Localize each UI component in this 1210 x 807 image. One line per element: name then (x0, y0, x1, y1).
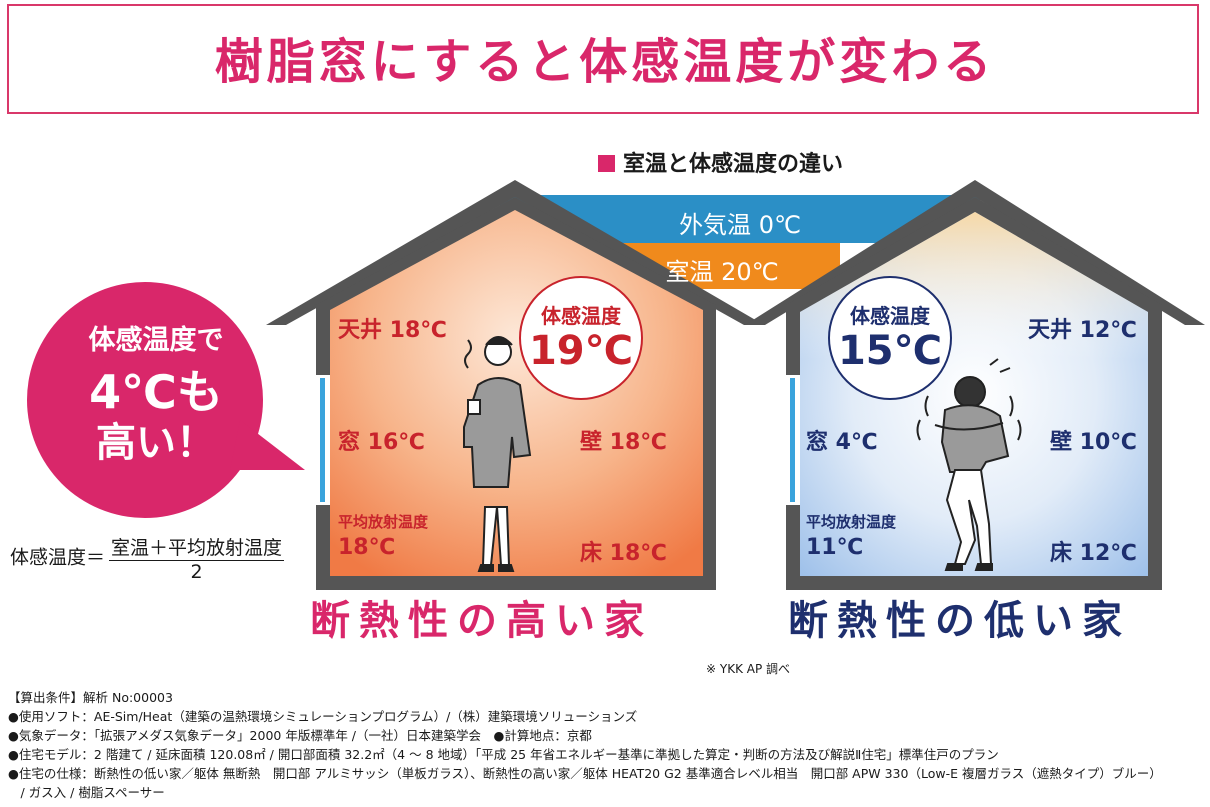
shivering-person-figure (916, 358, 1022, 571)
high-felt-temp-label: 体感温度 (541, 304, 621, 328)
subtitle-text: 室温と体感温度の違い (623, 152, 844, 177)
low-mrt-label: 平均放射温度 (806, 513, 897, 531)
low-insulation-house-label: 断熱性の低い家 (788, 598, 1131, 644)
formula-fraction: 室温＋平均放射温度 2 (109, 533, 285, 583)
note-line: ●住宅の仕様：断熱性の低い家／躯体 無断熱 開口部 アルミサッシ（単板ガラス）、… (8, 766, 1162, 781)
formula-numerator: 室温＋平均放射温度 (109, 533, 285, 561)
bubble-line3: 高い！ (96, 420, 216, 466)
source-note: ※ YKK AP 調べ (706, 662, 791, 676)
outside-temp-label: 外気温 0℃ (679, 211, 801, 239)
high-wall-temp: 壁 18℃ (580, 430, 667, 455)
high-house-window-glass (320, 378, 325, 502)
section-subtitle: 室温と体感温度の違い (598, 146, 843, 178)
high-window-temp: 窓 16℃ (338, 430, 425, 455)
square-bullet-icon (598, 155, 615, 172)
high-ceiling-temp: 天井 18℃ (338, 318, 447, 343)
bubble-line2: 4℃も (89, 365, 223, 419)
low-window-temp: 窓 4℃ (806, 430, 878, 455)
formula-denominator: 2 (190, 561, 203, 583)
high-felt-temp-value: 19℃ (528, 328, 634, 374)
low-ceiling-temp: 天井 12℃ (1028, 318, 1137, 343)
note-line: 【算出条件】解析 No:00003 (8, 690, 173, 705)
formula-lhs: 体感温度＝ (10, 546, 106, 569)
high-mrt-label: 平均放射温度 (338, 513, 429, 531)
bubble-text: 体感温度で 4℃も 高い！ (36, 318, 276, 465)
low-wall-temp: 壁 10℃ (1050, 430, 1137, 455)
relaxed-person-figure (463, 336, 532, 572)
low-mrt-value: 11℃ (806, 535, 864, 560)
note-line: / ガス入 / 樹脂スペーサー (8, 785, 165, 800)
note-line: ●気象データ：「拡張アメダス気象データ」2000 年版標準年 /（一社）日本建築… (8, 728, 592, 743)
high-floor-temp: 床 18℃ (580, 541, 667, 566)
high-insulation-house-label: 断熱性の高い家 (310, 598, 653, 644)
speech-bubble (27, 282, 305, 518)
calculation-notes: 【算出条件】解析 No:00003 ●使用ソフト：AE-Sim/Heat（建築の… (8, 688, 1208, 802)
note-line: ●住宅モデル：2 階建て / 延床面積 120.08㎡ / 開口部面積 32.2… (8, 747, 999, 762)
low-felt-temp-label: 体感温度 (850, 304, 930, 328)
page-title: 樹脂窓にすると体感温度が変わる (214, 34, 996, 90)
low-felt-temp-circle: 体感温度 15℃ (828, 276, 952, 400)
high-felt-temp-circle: 体感温度 19℃ (519, 276, 643, 400)
low-felt-temp-value: 15℃ (837, 328, 943, 374)
felt-temp-formula: 体感温度＝ 室温＋平均放射温度 2 (10, 533, 285, 583)
note-line: ●使用ソフト：AE-Sim/Heat（建築の温熱環境シミュレーションプログラム）… (8, 709, 638, 724)
low-floor-temp: 床 12℃ (1050, 541, 1137, 566)
title-frame (7, 4, 1199, 114)
low-house-window-glass (790, 378, 795, 502)
bubble-line1: 体感温度で (88, 325, 224, 356)
room-temp-label: 室温 20℃ (665, 258, 779, 286)
high-mrt-value: 18℃ (338, 535, 396, 560)
